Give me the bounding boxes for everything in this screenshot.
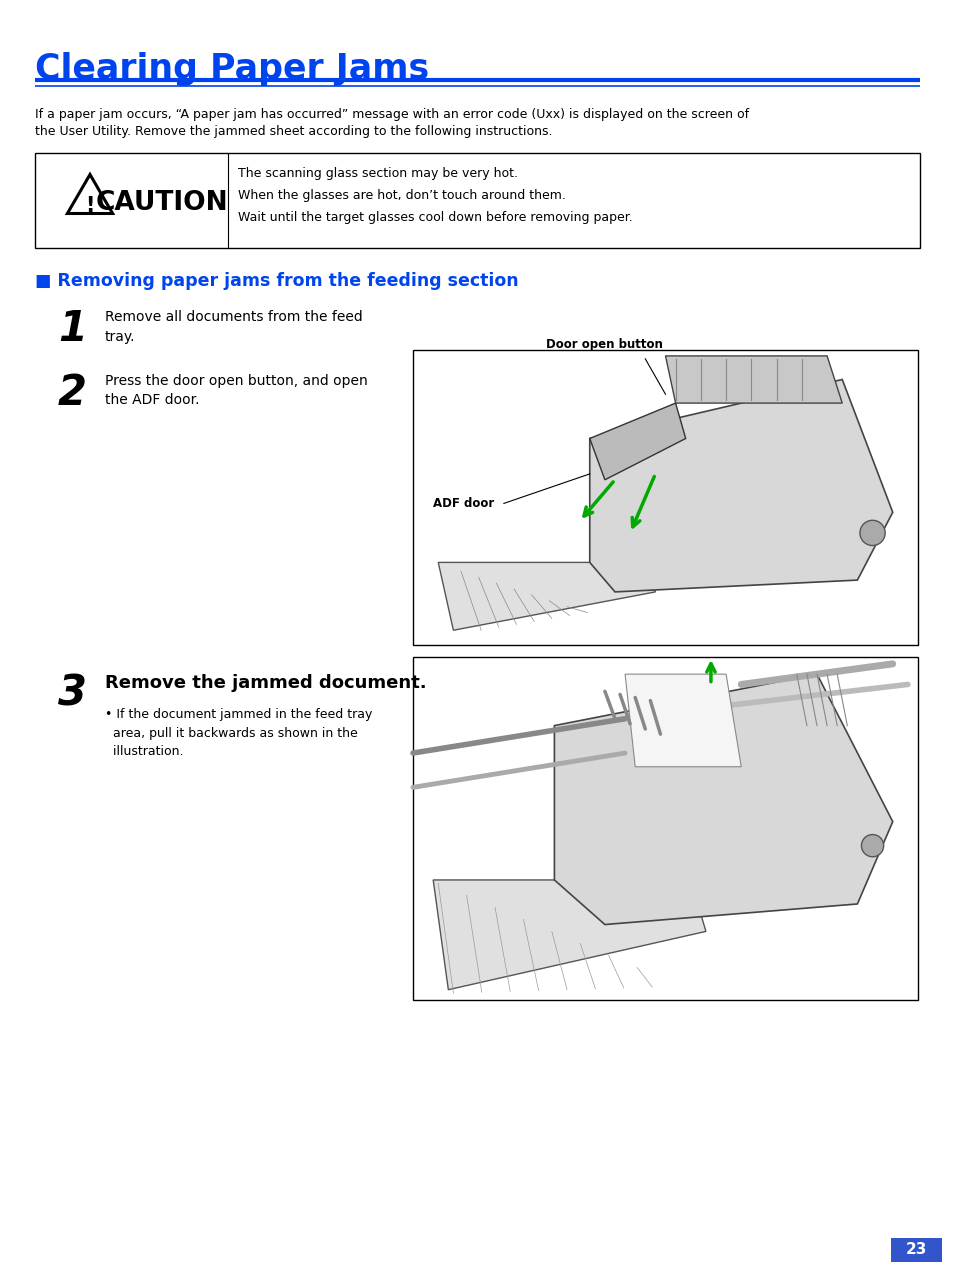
Text: Press the door open button, and open
the ADF door.: Press the door open button, and open the… [105,375,367,408]
Polygon shape [589,403,685,480]
Polygon shape [437,562,655,631]
Text: Remove all documents from the feed
tray.: Remove all documents from the feed tray. [105,310,362,344]
Text: Door open button: Door open button [546,338,662,352]
Text: CAUTION: CAUTION [95,191,228,217]
Polygon shape [433,880,705,990]
Text: ■ Removing paper jams from the feeding section: ■ Removing paper jams from the feeding s… [35,273,518,290]
Polygon shape [624,674,740,767]
Circle shape [859,520,884,545]
Bar [890,1238,941,1263]
Text: Remove the jammed document.: Remove the jammed document. [105,674,426,692]
Text: 1: 1 [58,308,87,350]
Bar [413,350,917,645]
Text: The scanning glass section may be very hot.: The scanning glass section may be very h… [237,167,517,180]
Text: Clearing Paper Jams: Clearing Paper Jams [35,52,429,87]
Text: Wait until the target glasses cool down before removing paper.: Wait until the target glasses cool down … [237,211,632,224]
Text: 2: 2 [58,372,87,414]
Text: ADF door: ADF door [433,497,494,510]
Polygon shape [665,355,841,403]
Text: If a paper jam occurs, “A paper jam has occurred” message with an error code (Ux: If a paper jam occurs, “A paper jam has … [35,108,748,139]
Text: When the glasses are hot, don’t touch around them.: When the glasses are hot, don’t touch ar… [237,189,565,203]
Polygon shape [554,674,892,925]
Bar [413,657,917,1000]
Polygon shape [589,380,892,592]
Text: 23: 23 [904,1242,926,1257]
Text: !: ! [85,196,94,217]
Text: 3: 3 [58,671,87,713]
Circle shape [861,834,882,856]
Text: • If the document jammed in the feed tray
  area, pull it backwards as shown in : • If the document jammed in the feed tra… [105,708,372,758]
Bar [35,153,919,248]
